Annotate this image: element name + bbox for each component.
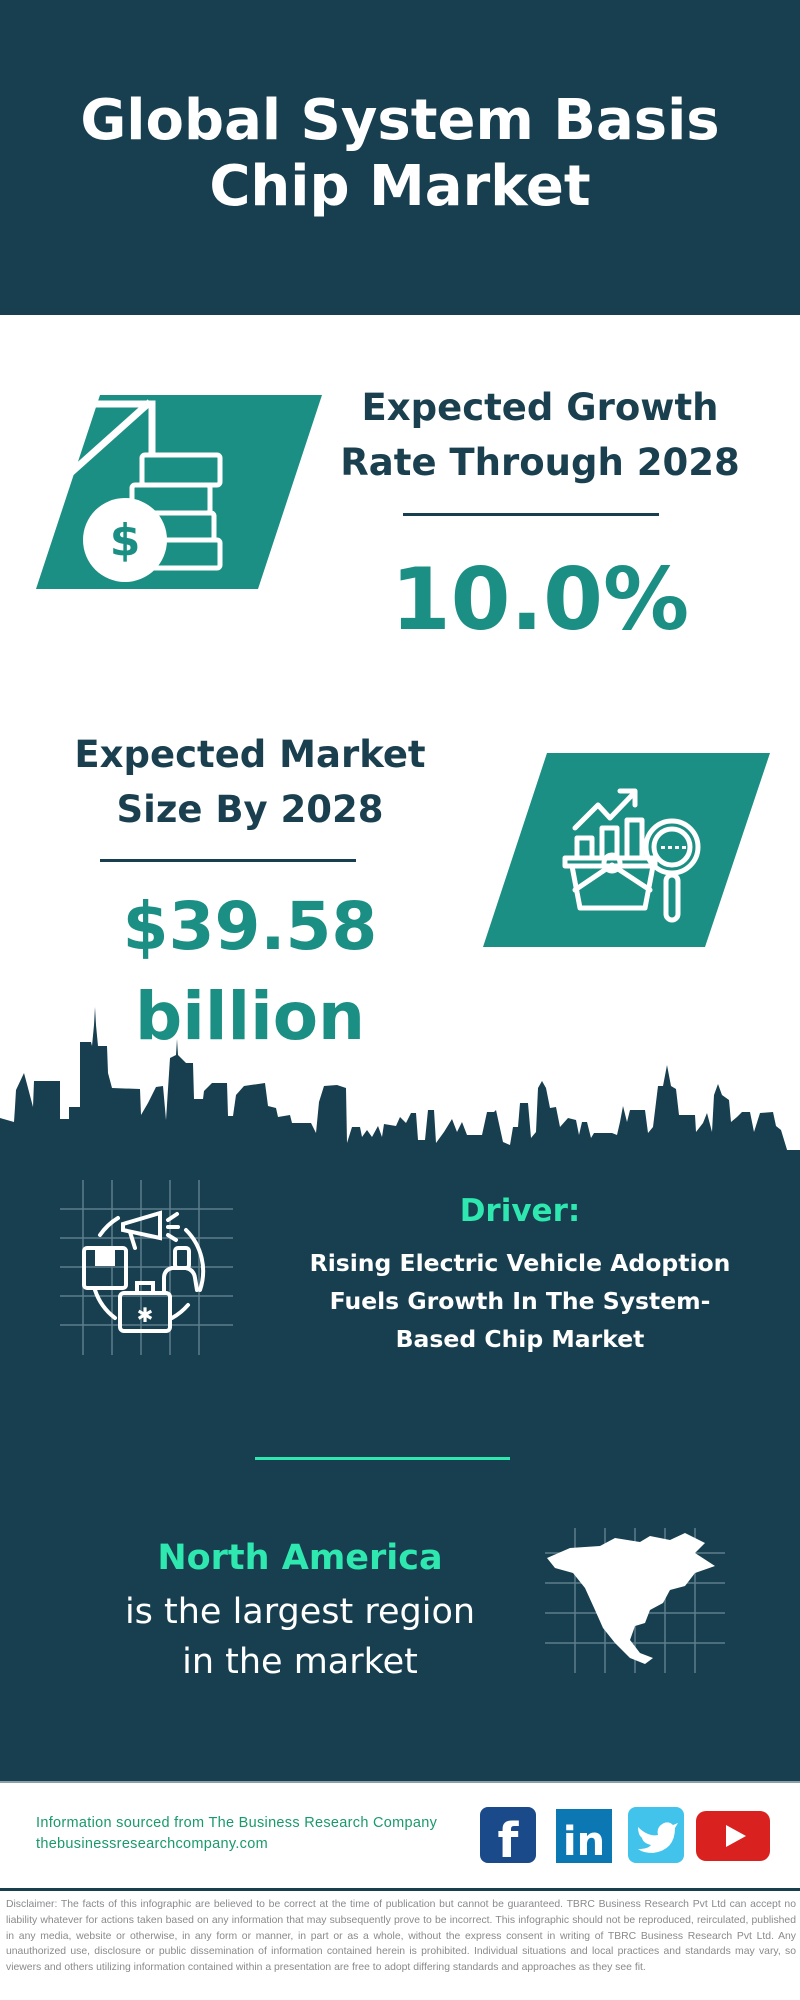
divider (403, 513, 659, 516)
marketing-strategy-icon: ✱ (60, 1180, 233, 1355)
driver-label: Driver: (459, 1193, 581, 1229)
region-text-line-1: is the largest region (124, 1592, 476, 1632)
accent-divider (255, 1457, 510, 1460)
disclaimer-text: Disclaimer: The facts of this infographi… (6, 1899, 796, 1974)
growth-rate-value: 10.0% (390, 550, 690, 650)
twitter-icon[interactable] (628, 1807, 684, 1863)
linkedin-icon[interactable]: in (556, 1809, 612, 1865)
header-banner (0, 0, 800, 315)
dark-section (0, 1150, 800, 1783)
driver-text-line-3: Based Chip Market (395, 1325, 645, 1353)
website-link[interactable]: thebusinessresearchcompany.com (36, 1836, 268, 1852)
svg-text:$: $ (110, 515, 141, 566)
svg-text:in: in (563, 1819, 605, 1865)
youtube-icon[interactable] (696, 1811, 770, 1861)
source-text: Information sourced from The Business Re… (36, 1815, 438, 1831)
driver-text: Rising Electric Vehicle Adoption Fuels G… (270, 1244, 770, 1358)
title-line-1: Global System Basis (80, 88, 720, 153)
market-heading-line-1: Expected Market (74, 733, 426, 776)
footer-divider (0, 1781, 800, 1783)
facebook-icon[interactable]: f (480, 1807, 536, 1865)
growth-heading-line-1: Expected Growth (361, 386, 719, 429)
growth-heading-line-2: Rate Through 2028 (340, 441, 740, 484)
region-text-line-2: in the market (182, 1642, 418, 1682)
city-skyline-graphic (0, 1007, 800, 1160)
market-size-heading: Expected Market Size By 2028 (20, 727, 480, 837)
driver-text-line-2: Fuels Growth In The System- (329, 1287, 711, 1315)
driver-text-line-1: Rising Electric Vehicle Adoption (309, 1249, 731, 1277)
region-text: is the largest region in the market (80, 1587, 520, 1687)
divider (100, 859, 356, 862)
disclaimer-divider (0, 1888, 800, 1891)
money-growth-icon: $ (36, 395, 322, 589)
title-line-2: Chip Market (209, 154, 591, 219)
market-analysis-icon (483, 753, 770, 947)
page-title: Global System Basis Chip Market (0, 88, 800, 220)
north-america-map-icon (545, 1528, 725, 1673)
region-name: North America (157, 1538, 443, 1578)
svg-text:✱: ✱ (137, 1303, 154, 1327)
market-size-value: $39.58 billion (122, 888, 378, 1055)
market-heading-line-2: Size By 2028 (116, 788, 384, 831)
growth-heading: Expected Growth Rate Through 2028 (330, 380, 750, 490)
social-icons: f in (480, 1807, 770, 1865)
svg-text:f: f (498, 1813, 520, 1865)
